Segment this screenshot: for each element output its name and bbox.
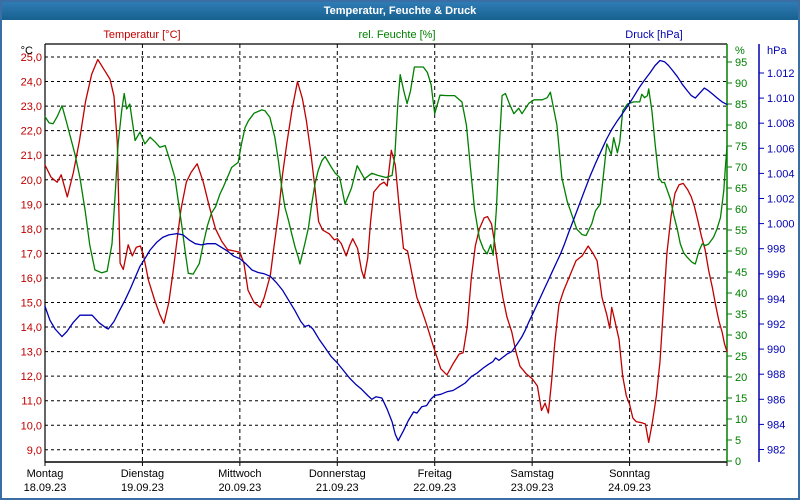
humidity-tick-label: 60 [735, 204, 747, 216]
temp-tick-label: 16,0 [21, 273, 42, 285]
temp-tick-label: 22,0 [21, 126, 42, 138]
humidity-tick-label: 50 [735, 246, 747, 258]
humidity-tick-label: 10 [735, 414, 747, 426]
humidity-tick-label: 0 [735, 456, 741, 468]
time-axis: Montag 18.09.23 Dienstag 19.09.23 Mittwoch 20… [24, 462, 728, 494]
series-line-temp [44, 58, 728, 444]
pressure-tick-label: 984 [767, 419, 785, 431]
pressure-tick-label: 1.010 [767, 93, 795, 105]
humidity-axis-header: % [735, 45, 745, 57]
temp-tick-label: 13,0 [21, 347, 42, 359]
plot-frame [44, 43, 728, 463]
pressure-axis-header: hPa [767, 45, 787, 57]
day-name-label: Dienstag [121, 468, 164, 480]
day-date-label: 19.09.23 [121, 482, 164, 494]
day-name-label: Mittwoch [218, 468, 261, 480]
temp-tick-label: 15,0 [21, 298, 42, 310]
humidity-tick-label: 5 [735, 435, 741, 447]
pressure-tick-label: 1.008 [767, 118, 795, 130]
humidity-tick-label: 40 [735, 288, 747, 300]
pressure-tick-label: 988 [767, 369, 785, 381]
humidity-tick-label: 25 [735, 351, 747, 363]
humidity-tick-label: 15 [735, 393, 747, 405]
pressure-tick-label: 990 [767, 344, 785, 356]
humidity-tick-label: 70 [735, 162, 747, 174]
legend-temperature: Temperatur [°C] [103, 29, 181, 41]
temp-tick-label: 9,0 [27, 445, 42, 457]
day-date-label: 20.09.23 [218, 482, 261, 494]
day-name-label: Donnerstag [309, 468, 366, 480]
temp-tick-label: 18,0 [21, 224, 42, 236]
humidity-tick-label: 30 [735, 330, 747, 342]
temp-tick-label: 24,0 [21, 77, 42, 89]
humidity-tick-label: 95 [735, 57, 747, 69]
temp-tick-label: 25,0 [21, 52, 42, 64]
temp-tick-label: 11,0 [21, 396, 42, 408]
humidity-tick-label: 35 [735, 309, 747, 321]
temp-tick-label: 21,0 [21, 150, 42, 162]
series-line-hum [44, 66, 728, 275]
pressure-tick-label: 998 [767, 244, 785, 256]
day-name-label: Freitag [418, 468, 452, 480]
day-name-label: Montag [27, 468, 64, 480]
humidity-tick-label: 75 [735, 141, 747, 153]
temp-tick-label: 10,0 [21, 420, 42, 432]
temp-axis-header: °C [21, 45, 33, 57]
day-date-label: 21.09.23 [316, 482, 359, 494]
humidity-tick-label: 55 [735, 225, 747, 237]
humidity-tick-label: 20 [735, 372, 747, 384]
humidity-tick-label: 90 [735, 78, 747, 90]
temp-tick-label: 14,0 [21, 322, 42, 334]
window-title: Temperatur, Feuchte & Druck [323, 5, 477, 17]
day-date-label: 23.09.23 [511, 482, 554, 494]
pressure-tick-label: 992 [767, 319, 785, 331]
pressure-tick-label: 996 [767, 269, 785, 281]
pressure-tick-label: 982 [767, 445, 785, 457]
window-title-bar[interactable]: Temperatur, Feuchte & Druck [2, 2, 798, 20]
legend-humidity: rel. Feuchte [%] [358, 29, 436, 41]
humidity-tick-label: 85 [735, 99, 747, 111]
temp-tick-label: 17,0 [21, 248, 42, 260]
humidity-tick-label: 45 [735, 267, 747, 279]
pressure-tick-label: 1.006 [767, 143, 795, 155]
pressure-tick-label: 1.012 [767, 68, 795, 80]
pressure-tick-label: 994 [767, 294, 785, 306]
temperature-axis-labels: 25,0 24,0 23,0 22,0 21,0 20,0 19,0 18,0 17,0 16,0… [21, 52, 42, 457]
day-name-label: Samstag [510, 468, 553, 480]
day-date-label: 18.09.23 [24, 482, 67, 494]
humidity-tick-label: 80 [735, 120, 747, 132]
series-line-pres [44, 59, 728, 442]
pressure-tick-label: 1.002 [767, 194, 795, 206]
day-date-label: 24.09.23 [608, 482, 651, 494]
plot-gridlines [45, 44, 727, 462]
day-name-label: Sonntag [609, 468, 650, 480]
temp-tick-label: 19,0 [21, 199, 42, 211]
temp-tick-label: 12,0 [21, 371, 42, 383]
temp-tick-label: 23,0 [21, 101, 42, 113]
legend-pressure: Druck [hPa] [625, 29, 683, 41]
humidity-tick-label: 65 [735, 183, 747, 195]
pressure-tick-label: 1.004 [767, 168, 795, 180]
temp-tick-label: 20,0 [21, 175, 42, 187]
pressure-tick-label: 986 [767, 394, 785, 406]
pressure-axis: 1.012 1.010 1.008 1.006 1.004 1.002 1.000 998 99… [758, 44, 795, 462]
pressure-tick-label: 1.000 [767, 219, 795, 231]
day-date-label: 22.09.23 [413, 482, 456, 494]
